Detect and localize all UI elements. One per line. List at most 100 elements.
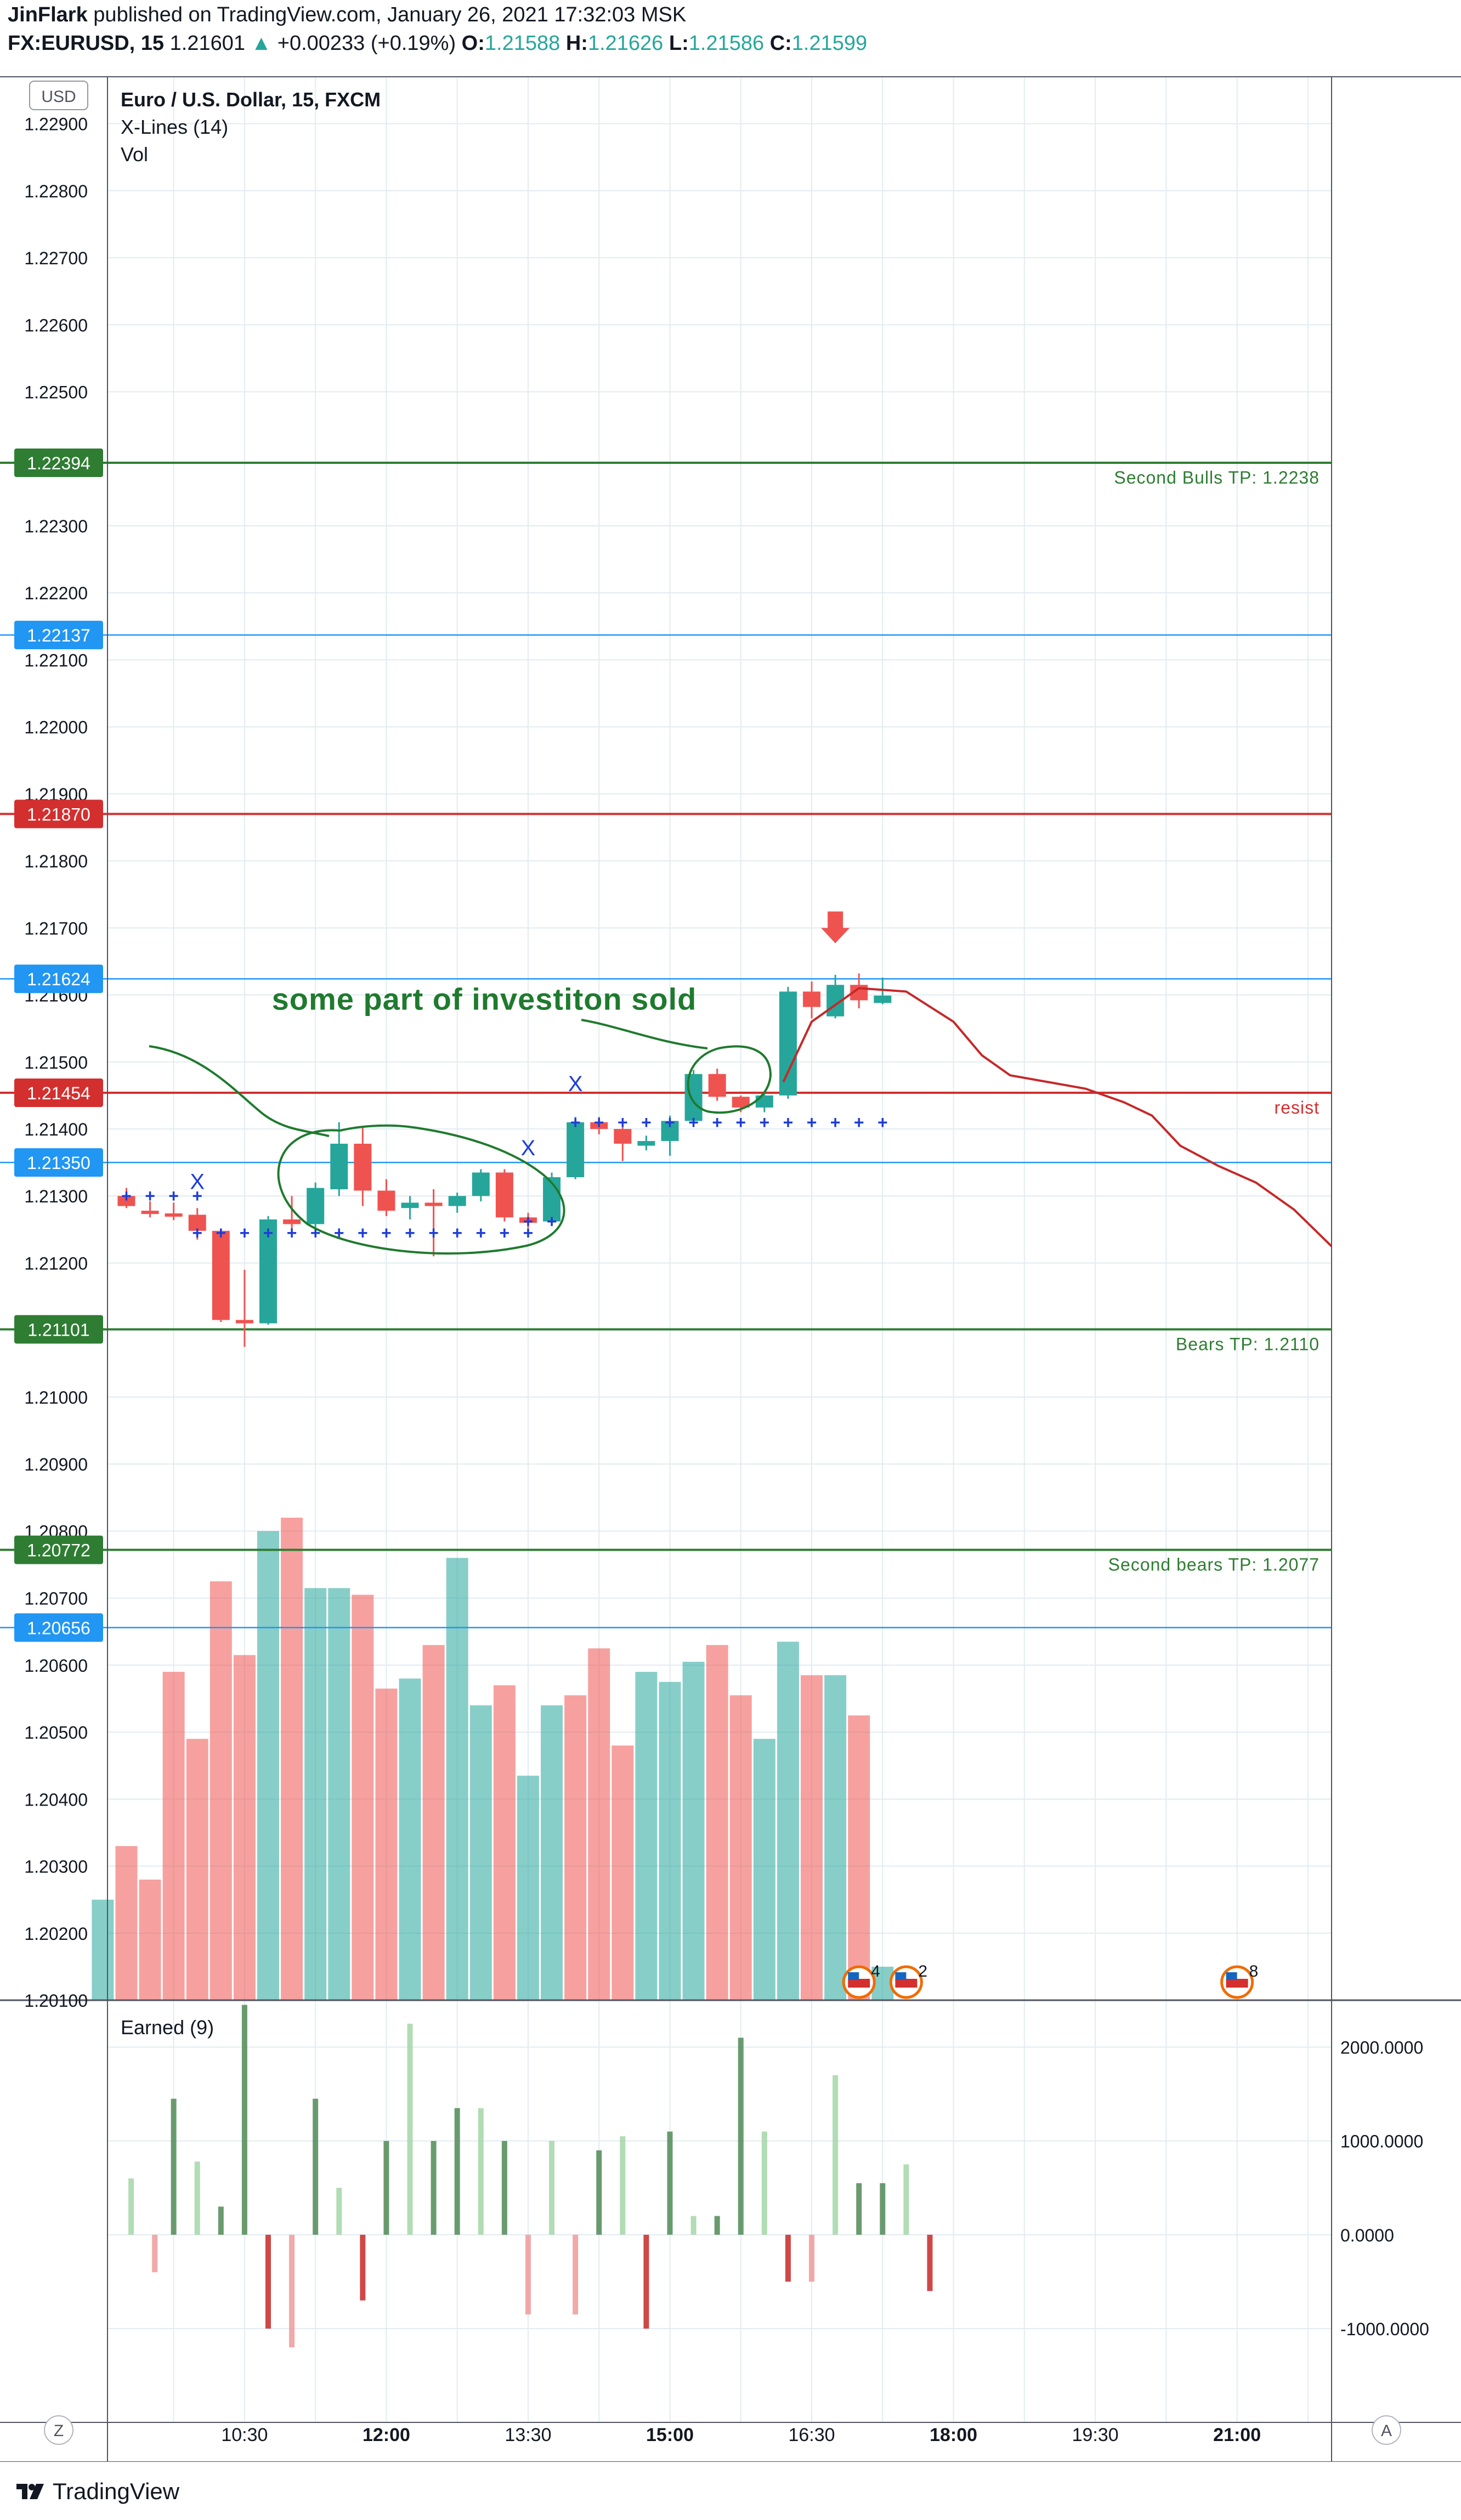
volume-bar bbox=[92, 1899, 114, 2000]
xline-dot: + bbox=[783, 1113, 794, 1132]
price-badge-label: 1.20772 bbox=[27, 1541, 90, 1560]
volume-bar bbox=[682, 1661, 705, 2000]
us-flag-icon bbox=[895, 1979, 918, 1988]
volume-bar bbox=[186, 1739, 208, 2000]
price-tick-label: 1.20700 bbox=[24, 1589, 88, 1609]
volume-bar bbox=[588, 1648, 610, 2000]
volume-bar bbox=[328, 1588, 350, 2000]
us-flag-icon bbox=[848, 1972, 859, 1980]
volume-bar bbox=[422, 1645, 445, 2000]
time-tick-label: 15:00 bbox=[646, 2425, 694, 2445]
candle-body bbox=[779, 991, 797, 1096]
price-badge-label: 1.20656 bbox=[27, 1618, 90, 1638]
volume-bar bbox=[257, 1531, 280, 2000]
time-tick-label: 16:30 bbox=[788, 2425, 835, 2445]
earned-tick-label: 1000.0000 bbox=[1340, 2132, 1423, 2152]
us-flag-icon bbox=[1226, 1979, 1248, 1988]
chart-header: JinFlark published on TradingView.com, J… bbox=[0, 0, 1461, 61]
earned-bar bbox=[927, 2234, 933, 2291]
price-tick-label: 1.22700 bbox=[24, 248, 88, 268]
author-name[interactable]: JinFlark bbox=[8, 3, 88, 26]
candle-body bbox=[448, 1196, 466, 1206]
candle-body bbox=[354, 1143, 372, 1191]
low-value: 1.21586 bbox=[688, 32, 765, 55]
earned-tick-label: 0.0000 bbox=[1340, 2226, 1394, 2245]
candle-body bbox=[614, 1129, 632, 1144]
price-badge-label: 1.21624 bbox=[27, 969, 90, 989]
xline-dot: + bbox=[121, 1186, 132, 1206]
candle-body bbox=[307, 1188, 325, 1224]
volume-bar bbox=[777, 1642, 799, 2000]
earned-bar bbox=[856, 2183, 862, 2235]
price-tick-label: 1.20500 bbox=[24, 1723, 88, 1743]
volume-bar bbox=[162, 1672, 185, 2000]
xline-dot: + bbox=[428, 1223, 439, 1242]
earned-bar bbox=[643, 2234, 649, 2329]
price-badge bbox=[14, 964, 103, 994]
volume-bar bbox=[824, 1675, 847, 2000]
chart-area[interactable]: Second Bulls TP: 1.2238 resist Bears TP: 1… bbox=[0, 61, 1461, 2462]
price-tick-label: 1.22200 bbox=[24, 583, 88, 603]
candle-body bbox=[424, 1202, 443, 1206]
candle-body bbox=[543, 1177, 561, 1222]
earned-bar bbox=[313, 2098, 319, 2235]
xline-dot: + bbox=[452, 1223, 462, 1242]
price-tick-label: 1.21700 bbox=[24, 918, 88, 938]
candle-body bbox=[212, 1230, 230, 1320]
footer: TradingView bbox=[0, 2462, 1461, 2520]
earned-bar bbox=[265, 2234, 271, 2329]
earned-bar bbox=[194, 2161, 200, 2235]
xline-dot: + bbox=[358, 1223, 368, 1242]
price-tick-label: 1.21200 bbox=[24, 1253, 88, 1273]
price-tick-label: 1.20300 bbox=[24, 1857, 88, 1877]
price-badge bbox=[14, 1315, 103, 1344]
xline-dot: + bbox=[760, 1113, 770, 1132]
xline-dot: + bbox=[688, 1113, 699, 1132]
price-badge-label: 1.22137 bbox=[27, 626, 90, 645]
volume-bar bbox=[541, 1705, 563, 2000]
auto-scale-button[interactable] bbox=[1372, 2415, 1401, 2445]
us-flag-icon bbox=[1226, 1972, 1237, 1980]
symbol-label[interactable]: FX:EURUSD, 15 bbox=[8, 32, 165, 55]
volume-bar bbox=[729, 1695, 752, 2000]
price-tick-label: 1.20900 bbox=[24, 1455, 88, 1474]
xline-dot: + bbox=[216, 1223, 226, 1242]
time-tick-label: 18:00 bbox=[930, 2425, 977, 2445]
tradingview-brand[interactable]: TradingView bbox=[15, 2478, 179, 2505]
price-badge-label: 1.21101 bbox=[27, 1320, 89, 1340]
time-tick-label: 21:00 bbox=[1213, 2425, 1261, 2445]
volume-bar bbox=[446, 1558, 468, 2000]
price-tick-label: 1.22500 bbox=[24, 382, 88, 402]
volume-bar bbox=[611, 1745, 634, 2000]
xline-dot: + bbox=[168, 1186, 179, 1206]
earned-bar bbox=[880, 2183, 886, 2235]
volume-bar bbox=[848, 1715, 870, 2000]
earned-bar bbox=[761, 2131, 767, 2235]
time-tick-label: 13:30 bbox=[505, 2425, 551, 2445]
currency-badge-label: USD bbox=[41, 88, 76, 106]
price-tick-label: 1.22600 bbox=[24, 315, 88, 335]
price-tick-label: 1.22000 bbox=[24, 718, 88, 737]
xline-dot: + bbox=[877, 1113, 888, 1132]
candle-body bbox=[803, 991, 821, 1007]
annotation-text: some part of investiton sold bbox=[272, 981, 697, 1016]
earned-bar bbox=[171, 2098, 177, 2235]
drawing-stroke bbox=[581, 1019, 708, 1049]
candle-body bbox=[732, 1097, 750, 1108]
xline-dot: + bbox=[523, 1223, 534, 1242]
earned-bar bbox=[833, 2075, 839, 2235]
earned-bar bbox=[785, 2234, 791, 2282]
candle-body bbox=[117, 1196, 135, 1206]
earned-bar bbox=[690, 2216, 696, 2235]
earned-bar bbox=[549, 2141, 555, 2235]
candle-body bbox=[567, 1122, 585, 1178]
zoom-z-button[interactable] bbox=[44, 2415, 73, 2445]
level-label: Bears TP: 1.2110 bbox=[1176, 1334, 1320, 1354]
price-badge-label: 1.21350 bbox=[27, 1153, 90, 1173]
candle-body bbox=[401, 1202, 419, 1208]
volume-bar bbox=[399, 1678, 421, 2000]
xline-dot: + bbox=[712, 1113, 722, 1132]
open-value: 1.21588 bbox=[484, 32, 560, 55]
high-label: H: bbox=[565, 32, 588, 55]
xline-dot: + bbox=[665, 1113, 675, 1132]
